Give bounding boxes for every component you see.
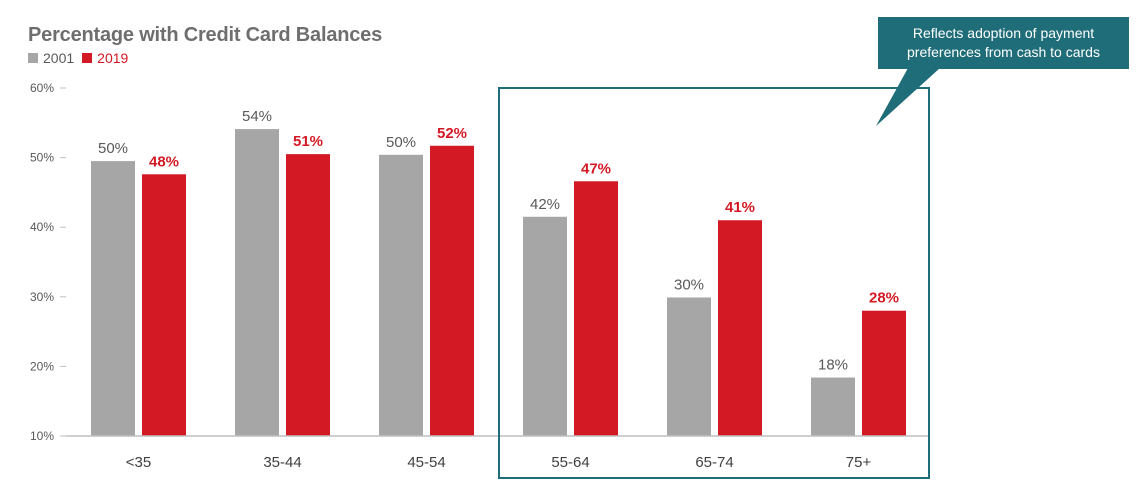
data-label-2019-2: 52% — [437, 125, 467, 142]
y-tick-label: 60% — [30, 81, 54, 95]
data-label-2001-5: 18% — [818, 357, 848, 374]
legend-swatch-2019 — [82, 53, 93, 63]
data-label-2001-4: 30% — [674, 276, 704, 293]
annotation-callout: Reflects adoption of payment preferences… — [878, 17, 1129, 69]
bar-2019-1 — [286, 154, 330, 436]
data-label-2019-1: 51% — [293, 133, 323, 150]
x-tick-label: 55-64 — [551, 454, 589, 471]
highlight-box — [498, 87, 930, 479]
x-tick-label: <35 — [126, 454, 151, 471]
x-tick-label: 75+ — [846, 454, 872, 471]
data-label-2019-4: 41% — [725, 199, 755, 216]
bar-2001-0 — [91, 161, 135, 436]
bar-2001-2 — [379, 154, 423, 437]
x-tick-label: 65-74 — [695, 454, 733, 471]
bar-2019-5 — [862, 310, 906, 436]
legend-item-2001: 2001 — [28, 50, 74, 66]
data-label-2001-2: 50% — [386, 134, 416, 151]
annotation-text-line2: preferences from cash to cards — [907, 44, 1100, 60]
bar-2019-4 — [718, 220, 762, 436]
y-tick-label: 10% — [30, 429, 54, 443]
legend: 2001 2019 — [28, 50, 136, 66]
bar-2001-5 — [811, 377, 855, 436]
chart-title: Percentage with Credit Card Balances — [28, 24, 383, 46]
data-label-2001-0: 50% — [98, 140, 128, 157]
y-tick-label: 20% — [30, 359, 54, 373]
y-tick-label: 30% — [30, 290, 54, 304]
bar-2001-3 — [523, 216, 567, 436]
bar-2001-4 — [667, 297, 711, 436]
y-tick-label: 40% — [30, 220, 54, 234]
legend-label-2019: 2019 — [97, 50, 129, 66]
annotation-text-line1: Reflects adoption of payment — [912, 25, 1095, 41]
callout-pointer — [876, 68, 940, 126]
x-tick-label: 45-54 — [407, 454, 445, 471]
x-tick-label: 35-44 — [263, 454, 301, 471]
y-tick-label: 50% — [30, 151, 54, 165]
bar-2001-1 — [235, 129, 279, 436]
bar-2019-3 — [574, 181, 618, 436]
data-label-2019-3: 47% — [581, 160, 611, 177]
bar-2019-0 — [142, 174, 186, 436]
data-label-2001-1: 54% — [242, 108, 272, 125]
legend-label-2001: 2001 — [43, 50, 75, 66]
legend-item-2019: 2019 — [82, 50, 128, 66]
data-label-2001-3: 42% — [530, 196, 560, 213]
bar-2019-2 — [430, 145, 474, 436]
data-label-2019-0: 48% — [149, 153, 179, 170]
data-label-2019-5: 28% — [869, 290, 899, 307]
legend-swatch-2001 — [28, 53, 38, 63]
